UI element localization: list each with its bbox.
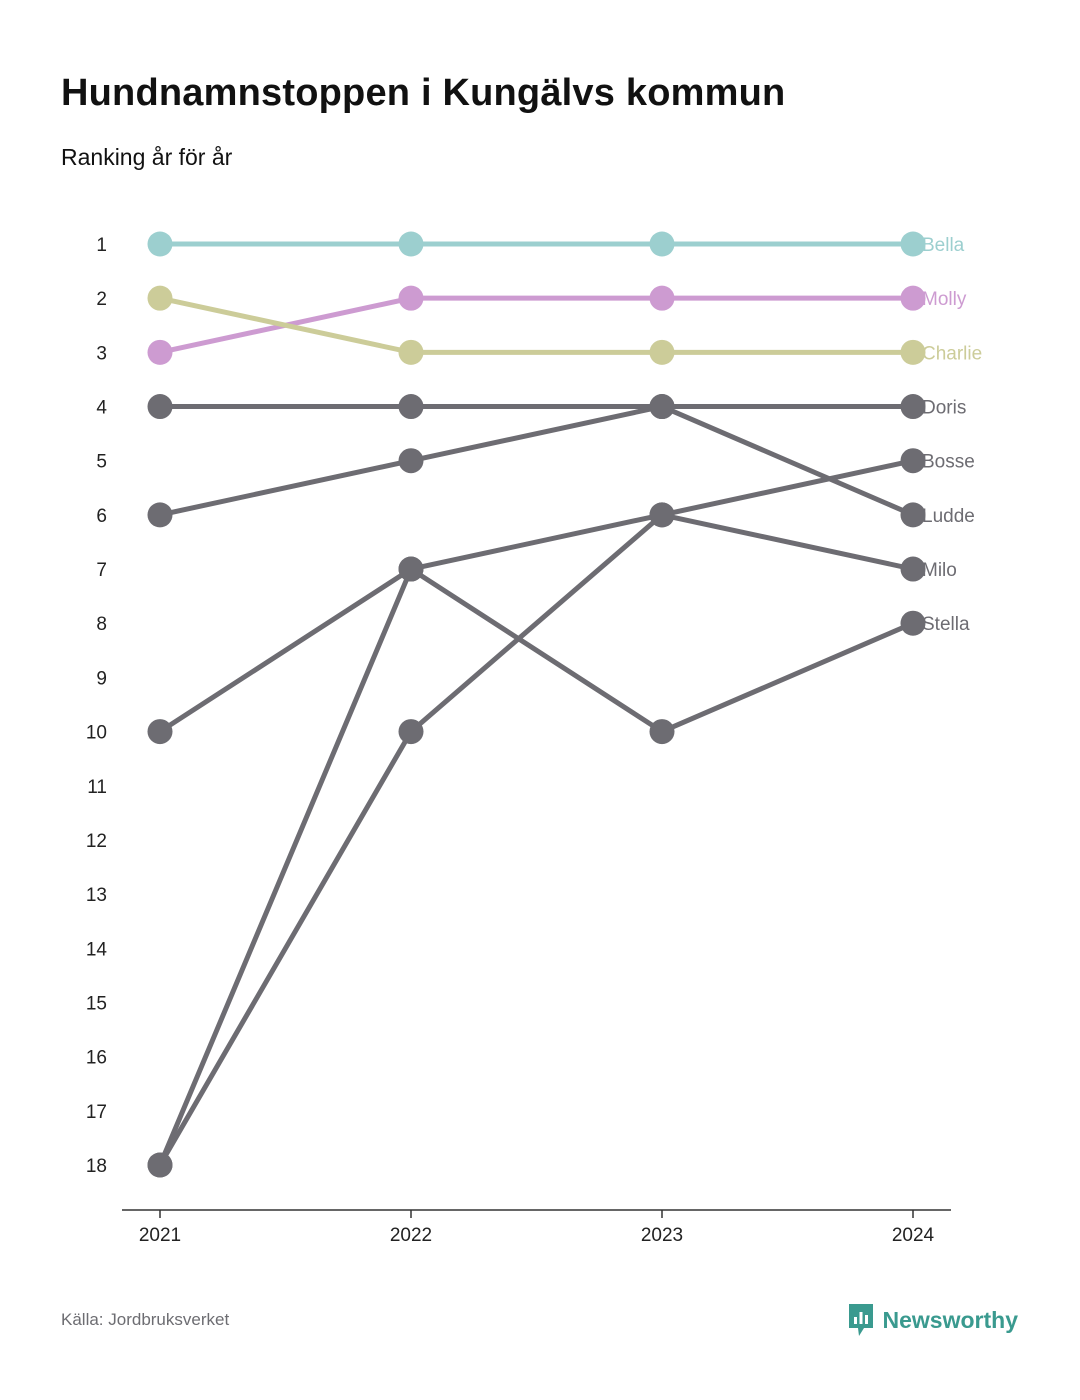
y-tick-label: 10 — [86, 723, 107, 744]
series-point-ludde — [649, 394, 675, 420]
y-tick-label: 13 — [86, 885, 107, 906]
series-line-bosse — [157, 458, 916, 1168]
newsworthy-logo-icon — [848, 1304, 873, 1336]
series-point-bosse — [900, 448, 926, 474]
y-tick-label: 14 — [86, 939, 108, 960]
series-end-labels: Doris Bosse Ludde Milo Stella Bella Molly Charl… — [922, 235, 982, 635]
series-point-stella — [398, 556, 424, 582]
y-tick-label: 1 — [96, 235, 107, 256]
series-point-stella — [900, 610, 926, 636]
y-tick-label: 18 — [86, 1156, 107, 1177]
source-note: Källa: Jordbruksverket — [61, 1310, 230, 1329]
series-line-molly — [157, 295, 916, 355]
series-end-label: Ludde — [922, 506, 975, 527]
series-point-stella — [147, 719, 173, 745]
series-end-label: Bosse — [922, 452, 975, 473]
y-tick-label: 6 — [96, 506, 107, 527]
series-point-doris — [147, 394, 173, 420]
series-lines — [157, 241, 916, 1168]
series-point-ludde — [900, 502, 926, 528]
series-point-molly — [398, 285, 424, 311]
brand-name: Newsworthy — [882, 1306, 1018, 1333]
y-tick-label: 2 — [96, 289, 107, 310]
series-end-label: Milo — [922, 560, 957, 581]
x-tick-label: 2024 — [892, 1225, 935, 1246]
series-point-bella — [398, 231, 424, 257]
series-line-stella — [157, 566, 916, 735]
series-point-molly — [147, 339, 173, 365]
x-tick-label: 2023 — [641, 1225, 683, 1246]
x-tick-label: 2022 — [390, 1225, 432, 1246]
y-tick-label: 16 — [86, 1048, 107, 1069]
brand-logo: Newsworthy — [847, 1303, 1018, 1337]
series-point-ludde — [398, 448, 424, 474]
y-tick-label: 12 — [86, 831, 107, 852]
series-point-bella — [900, 231, 926, 257]
y-tick-label: 8 — [96, 614, 107, 635]
series-point-bella — [649, 231, 675, 257]
y-tick-label: 15 — [86, 993, 107, 1014]
series-point-doris — [900, 394, 926, 420]
y-tick-label: 17 — [86, 1102, 107, 1123]
y-tick-label: 4 — [96, 398, 107, 419]
series-end-label: Doris — [922, 398, 966, 419]
series-point-charlie — [649, 339, 675, 365]
series-points — [147, 231, 926, 1178]
x-axis-ticks: 2021 2022 2023 2024 — [139, 1210, 935, 1246]
series-line-ludde — [157, 404, 916, 518]
series-line-milo — [157, 512, 916, 1168]
series-point-molly — [649, 285, 675, 311]
series-point-milo — [649, 502, 675, 528]
series-point-charlie — [147, 285, 173, 311]
y-tick-label: 7 — [96, 560, 107, 581]
series-point-milo — [147, 1152, 173, 1178]
y-tick-label: 5 — [96, 452, 107, 473]
series-point-ludde — [147, 502, 173, 528]
series-point-charlie — [398, 339, 424, 365]
series-point-doris — [398, 394, 424, 420]
series-point-milo — [900, 556, 926, 582]
y-tick-label: 11 — [87, 777, 107, 798]
series-end-label: Stella — [922, 614, 970, 635]
series-point-stella — [649, 719, 675, 745]
y-tick-label: 3 — [96, 343, 107, 364]
series-point-charlie — [900, 339, 926, 365]
series-point-molly — [900, 285, 926, 311]
series-line-charlie — [157, 295, 916, 355]
series-point-bosse — [398, 719, 424, 745]
series-end-label: Molly — [922, 289, 967, 310]
chart-subtitle: Ranking år för år — [61, 144, 233, 170]
series-point-bella — [147, 231, 173, 257]
x-tick-label: 2021 — [139, 1225, 181, 1246]
series-end-label: Charlie — [922, 343, 982, 364]
y-tick-label: 9 — [96, 668, 107, 689]
chart-title: Hundnamnstoppen i Kungälvs kommun — [61, 72, 786, 114]
series-end-label: Bella — [922, 235, 965, 256]
